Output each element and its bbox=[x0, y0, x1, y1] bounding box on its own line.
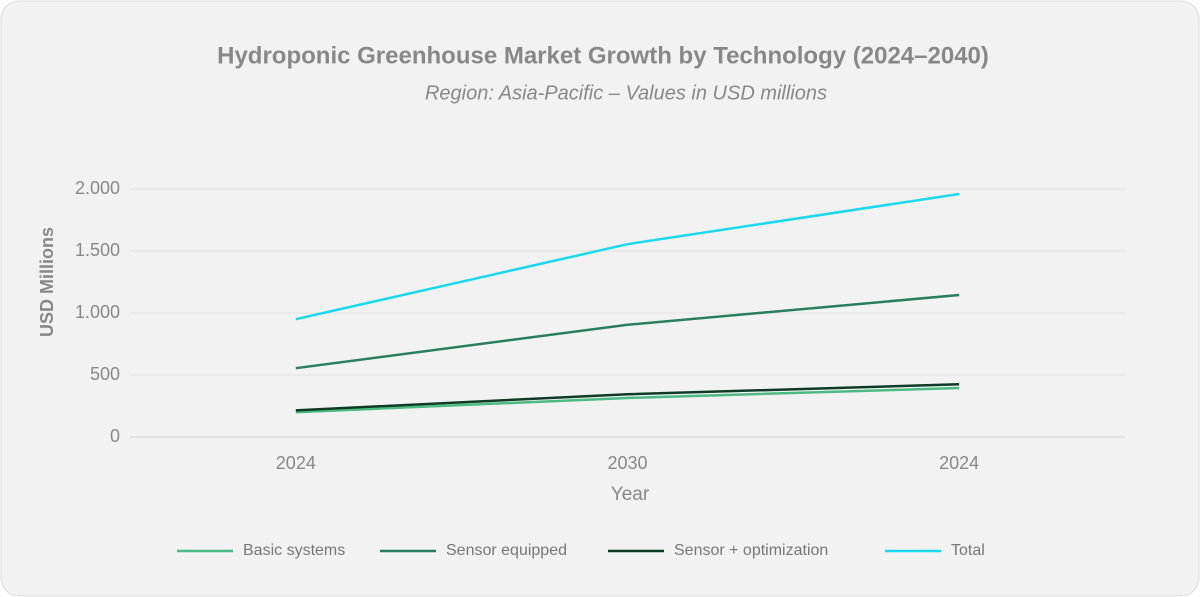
y-axis-label: USD Millions bbox=[37, 227, 57, 337]
x-tick-label: 2024 bbox=[276, 453, 316, 473]
series-line bbox=[295, 192, 960, 321]
legend-label: Sensor + optimization bbox=[674, 542, 828, 559]
legend-label: Sensor equipped bbox=[446, 542, 567, 559]
y-tick-label: 500 bbox=[90, 364, 120, 384]
chart-title: Hydroponic Greenhouse Market Growth by T… bbox=[217, 42, 989, 69]
y-tick-label: 2.000 bbox=[75, 178, 120, 198]
series-line bbox=[295, 293, 960, 370]
legend-label: Basic systems bbox=[243, 542, 345, 559]
y-tick-label: 1.500 bbox=[75, 240, 120, 260]
x-axis-label: Year bbox=[611, 484, 650, 505]
x-tick-label: 2030 bbox=[607, 453, 647, 473]
chart-subtitle: Region: Asia-Pacific – Values in USD mil… bbox=[425, 82, 827, 104]
series-line bbox=[295, 383, 960, 412]
y-tick-label: 1.000 bbox=[75, 302, 120, 322]
series-line bbox=[295, 386, 960, 414]
legend-label: Total bbox=[951, 542, 985, 559]
y-tick-label: 0 bbox=[110, 426, 120, 446]
x-tick-label: 2024 bbox=[939, 453, 979, 473]
